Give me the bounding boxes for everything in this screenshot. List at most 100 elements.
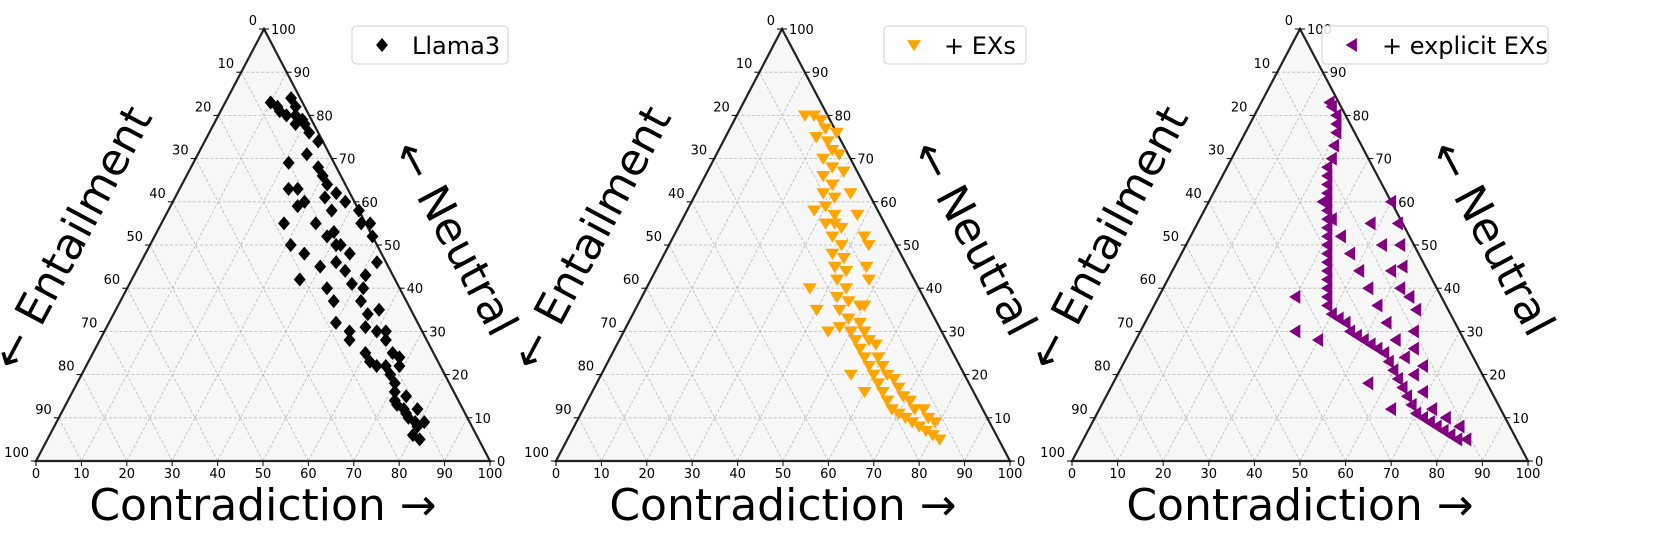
data-point (1362, 376, 1374, 391)
data-point (1321, 298, 1333, 313)
data-point (1394, 281, 1406, 296)
gridline (1208, 201, 1346, 462)
data-point (373, 302, 386, 317)
data-point (325, 203, 338, 218)
bottom-tick-label: 0 (32, 467, 40, 482)
data-point (1389, 333, 1401, 348)
left-tick-label: 0 (1285, 14, 1293, 29)
legend-box (1321, 25, 1549, 65)
data-point (827, 218, 842, 230)
data-point (1425, 402, 1438, 417)
gridline (172, 201, 309, 462)
right-tick-label: 30 (1467, 325, 1484, 340)
data-point (898, 412, 913, 425)
data-point (376, 38, 388, 52)
gridline (691, 201, 829, 462)
right-tick-label: 90 (1330, 66, 1347, 81)
bottom-tick-label: 40 (1246, 467, 1263, 482)
data-point (862, 361, 877, 373)
data-point (1345, 38, 1357, 52)
data-point (852, 343, 867, 355)
right-tick-label: 60 (880, 196, 897, 211)
data-point (891, 408, 906, 420)
bottom-tick-label: 80 (391, 467, 408, 482)
left-tick-label: 100 (524, 446, 549, 461)
bottom-tick-label: 30 (164, 467, 181, 482)
data-point (825, 162, 840, 174)
right-tick-label: 60 (361, 196, 378, 211)
gridlines (578, 71, 988, 462)
right-tick-label: 90 (812, 66, 829, 81)
gridline (104, 331, 173, 462)
tick-labels: 0 0 0 10 10 10 20 20 20 30 30 30 40 40 40 50 50 50 60 60 60 7… (524, 14, 1025, 482)
data-point (880, 395, 895, 407)
gridline (1162, 288, 1255, 462)
data-point (1407, 367, 1419, 382)
data-point (321, 281, 333, 296)
data-point (912, 421, 927, 433)
data-point (1339, 315, 1351, 330)
gridline (171, 158, 333, 462)
data-point (1407, 341, 1419, 356)
data-point (1384, 402, 1397, 417)
data-point (830, 274, 845, 286)
bottom-tick-label: 0 (552, 467, 560, 482)
data-point (330, 255, 343, 270)
bottom-tick-label: 10 (1109, 467, 1126, 482)
ternary-chart-2: 0 0 0 10 10 10 20 20 20 30 30 30 40 40 40 50 50 50 60 60 60 7… (501, 14, 1047, 531)
data-point (282, 155, 295, 170)
data-point (1416, 384, 1429, 399)
bottom-tick-label: 40 (209, 467, 226, 482)
bottom-tick-label: 90 (436, 467, 453, 482)
data-point (364, 216, 377, 231)
data-point (818, 123, 833, 135)
data-point (861, 335, 876, 347)
data-point (289, 99, 302, 114)
data-point (857, 326, 872, 338)
data-point (832, 322, 847, 334)
legend-box (351, 25, 509, 65)
data-point (841, 313, 856, 325)
bottom-tick-label: 70 (866, 467, 883, 482)
data-point (834, 240, 849, 252)
data-point (818, 218, 833, 230)
data-point (418, 415, 431, 430)
bottom-tick-label: 30 (684, 467, 701, 482)
data-point (839, 283, 854, 295)
legend-label: Llama3 (412, 32, 500, 60)
legend-label: + EXs (944, 32, 1016, 60)
data-point (852, 317, 867, 330)
data-point (818, 201, 833, 213)
bottom-tick-label: 40 (729, 467, 746, 482)
data-point (905, 417, 920, 429)
right-tick-label: 90 (294, 66, 311, 81)
data-point (1453, 419, 1465, 434)
data-point (1378, 346, 1390, 360)
left-tick-label: 60 (104, 273, 121, 288)
data-point (832, 304, 847, 317)
data-point (891, 382, 906, 394)
data-point (327, 294, 340, 309)
data-point (343, 324, 356, 339)
ternary-chart-3: 0 0 0 10 10 10 20 20 20 30 30 30 40 40 40 50 50 50 60 60 60 7… (1018, 14, 1565, 531)
gridline (1208, 158, 1369, 462)
left-tick-label: 70 (1117, 316, 1134, 331)
data-point (825, 248, 840, 260)
data-point (861, 240, 876, 252)
data-point (816, 188, 831, 200)
gridline (1117, 72, 1324, 462)
data-point (303, 125, 316, 140)
data-point (1409, 302, 1422, 317)
bottom-tick-label: 70 (346, 467, 363, 482)
data-point (278, 216, 290, 231)
right-tick-label: 30 (949, 325, 966, 340)
data-point (1382, 354, 1394, 369)
gridline (195, 158, 355, 462)
right-tick-label: 100 (789, 23, 814, 38)
plot-area (1072, 29, 1528, 461)
right-tick-label: 80 (1353, 109, 1370, 124)
data-point (411, 402, 424, 417)
data-point (884, 404, 899, 416)
data-point (1400, 389, 1413, 404)
